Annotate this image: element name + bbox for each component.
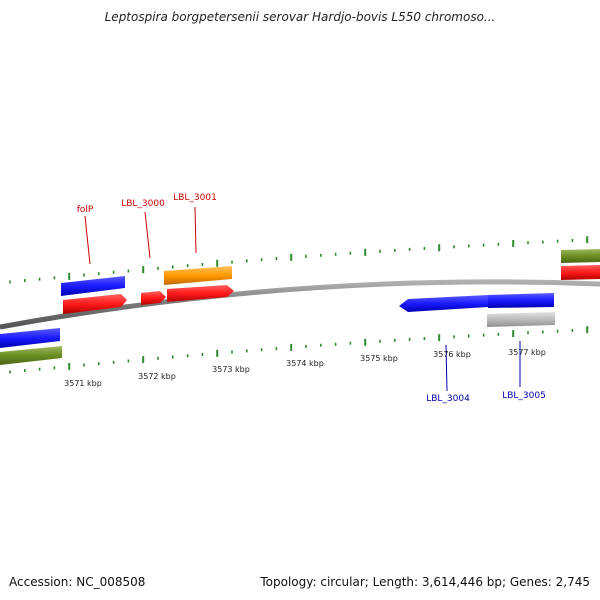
scale-label-3572: 3572 kbp <box>138 372 176 381</box>
gene-LBL_3005-gray[interactable] <box>487 312 555 327</box>
gene-LBL_3001-red[interactable] <box>167 285 234 302</box>
gene-LBL_3005-blue[interactable] <box>488 293 554 308</box>
gene-LBL_3004-blue[interactable] <box>399 295 488 312</box>
gene-blue-left-edge[interactable] <box>0 328 60 348</box>
gene-label-LBL_3005[interactable]: LBL_3005 <box>502 391 546 401</box>
gene-label-LBL_3004[interactable]: LBL_3004 <box>426 394 470 404</box>
accession-text: Accession: NC_008508 <box>9 575 146 589</box>
gene-label-LBL_3001[interactable]: LBL_3001 <box>173 193 217 203</box>
inner-tick-row <box>9 326 589 374</box>
scale-label-3575: 3575 kbp <box>360 354 398 363</box>
gene-label-folP[interactable]: folP <box>77 205 94 215</box>
outer-tick-row <box>9 236 589 284</box>
chromosome-backbone <box>0 279 600 330</box>
scale-label-3573: 3573 kbp <box>212 365 250 374</box>
gene-label-LBL_3000[interactable]: LBL_3000 <box>121 199 165 209</box>
leader-line-LBL_3001 <box>194 206 197 254</box>
gene-LBL_3000-red[interactable] <box>141 291 166 305</box>
scale-label-3574: 3574 kbp <box>286 359 324 368</box>
gene-LBL_3001-orange[interactable] <box>164 266 232 285</box>
gene-folP-red[interactable] <box>63 294 127 314</box>
scale-label-3577: 3577 kbp <box>508 348 546 357</box>
map-title: Leptospira borgpetersenii serovar Hardjo… <box>104 10 496 24</box>
leader-line-LBL_3000 <box>144 211 151 259</box>
gene-olive-left-edge[interactable] <box>0 346 62 365</box>
gene-olive-right-edge[interactable] <box>561 249 600 263</box>
gene-red-right-edge[interactable] <box>561 265 600 280</box>
genome-summary-text: Topology: circular; Length: 3,614,446 bp… <box>260 575 590 589</box>
gene-blue-forward-1[interactable] <box>61 276 125 296</box>
scale-label-3571: 3571 kbp <box>64 379 102 388</box>
leader-line-LBL_3004 <box>445 344 448 392</box>
scale-label-3576: 3576 kbp <box>433 350 471 359</box>
leader-line-folP <box>84 215 91 265</box>
